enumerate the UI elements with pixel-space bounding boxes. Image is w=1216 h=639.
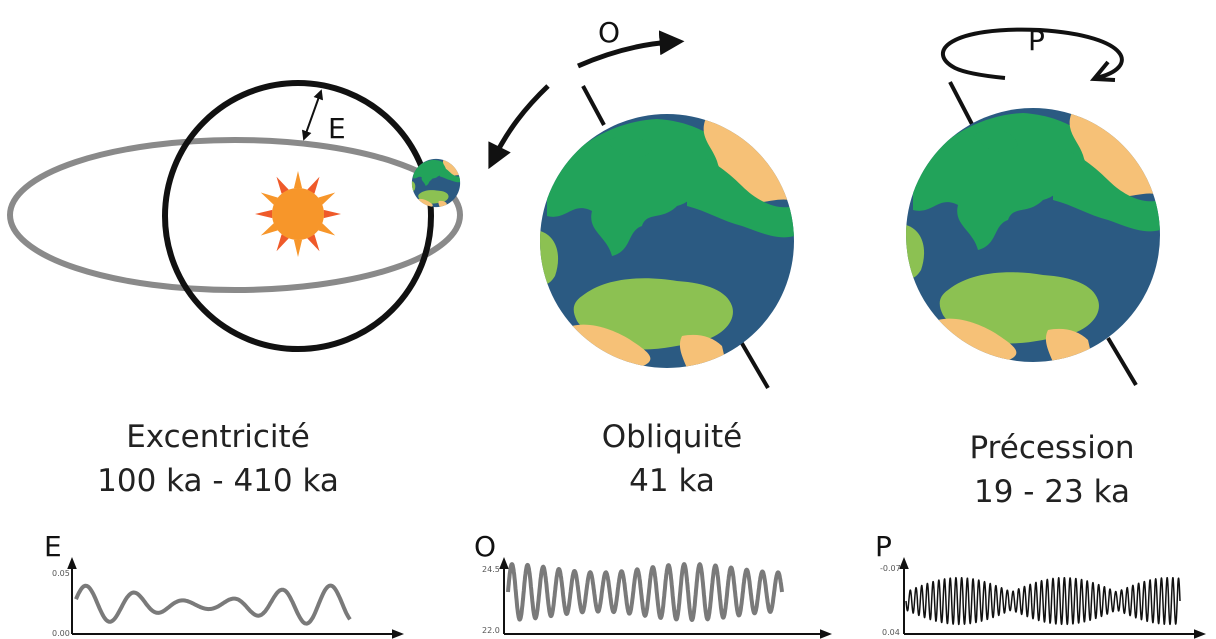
sun-icon [255,171,341,257]
obliquity-graph: O 24.5 22.0 [474,530,832,639]
eccentricity-marker: E [328,112,346,145]
obliquity-arrow-right [576,30,685,69]
sun-ray [276,176,289,194]
sun-ray [318,192,336,205]
precession-graph-line [905,576,1181,626]
eccentricity-graph-ymin: 0.00 [52,629,70,638]
obliquity-graph-ymin: 22.0 [482,626,500,635]
eccentricity-illustration: E [7,80,463,352]
precession-graph-ymax: -0.07 [880,564,901,573]
obliquity-axis-top [581,85,606,126]
obliquity-illustration: O [488,16,794,390]
precession-marker: P [1028,24,1045,57]
sun-ray [307,176,320,194]
sun-ray [318,223,336,236]
obliquity-graph-line [506,562,784,622]
orbit-ellipse [7,137,463,293]
obliquity-arrow-left [488,84,550,170]
sun-ray [260,223,278,236]
eccentricity-graph-label: E [44,530,62,563]
obliquity-graph-label: O [474,530,496,563]
eccentricity-graph: E 0.05 0.00 [44,530,404,639]
sun-ray [255,209,273,219]
precession-axis-bottom [1106,336,1138,387]
sun-ray [276,234,289,252]
obliquity-marker: O [598,16,620,49]
eccentricity-title: Excentricité [126,419,310,455]
sun-ray [260,192,278,205]
precession-earth-icon [906,108,1160,362]
obliquity-axis-bottom [738,338,770,390]
eccentricity-period: 100 ka - 410 ka [97,463,339,499]
obliquity-period: 41 ka [629,463,715,499]
sun-ray [323,209,341,219]
orbit-circle [162,80,434,352]
precession-arrow-head-icon [1089,60,1116,82]
precession-illustration: P [906,24,1160,387]
precession-axis-top [948,81,976,129]
precession-title: Précession [970,430,1135,466]
obliquity-earth-icon [540,114,794,368]
obliquity-graph-ymax: 24.5 [482,565,500,574]
eccentricity-arrow [301,89,324,141]
precession-period: 19 - 23 ka [974,474,1130,510]
precession-rotation-arrow [941,27,1124,80]
precession-graph-label: P [875,530,892,563]
sun-ray [293,171,303,189]
small-earth-icon [412,159,460,207]
sun-ray [293,239,303,257]
obliquity-title: Obliquité [602,419,742,455]
eccentricity-graph-ymax: 0.05 [52,569,70,578]
precession-graph-ymin: 0.04 [882,628,900,637]
sun-ray [307,234,320,252]
eccentricity-graph-line [74,583,352,626]
precession-graph: P -0.07 0.04 [875,530,1206,639]
